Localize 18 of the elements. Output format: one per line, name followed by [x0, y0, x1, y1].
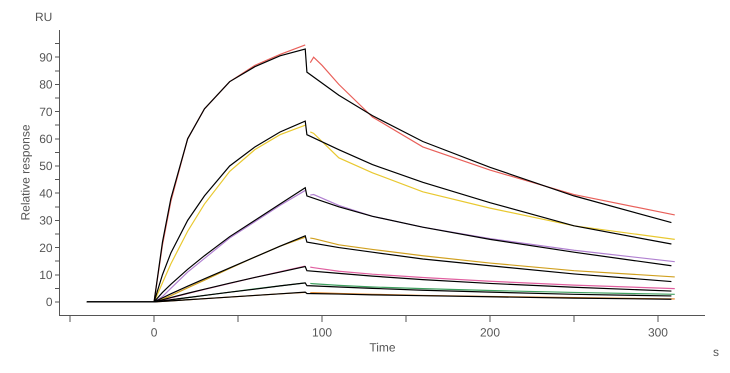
- text: RU: [35, 10, 52, 24]
- x-tick-label: 200: [480, 325, 500, 340]
- y-axis-title: Relative response: [18, 124, 33, 221]
- x-tick-label: 0: [150, 325, 158, 340]
- y-tick-label: 80: [39, 78, 53, 92]
- text: s: [713, 345, 719, 359]
- y-tick-label: 20: [39, 240, 53, 255]
- x-tick-label: 300: [648, 325, 668, 340]
- y-tick-label: 50: [39, 159, 53, 174]
- y-tick-label: 60: [39, 132, 53, 146]
- y-tick-label: 10: [39, 268, 53, 282]
- y-tick-label: 70: [39, 104, 53, 119]
- y-tick-label: 40: [39, 186, 53, 200]
- y-tick-label: 90: [39, 50, 53, 64]
- x-axis-title: Time: [369, 340, 396, 354]
- x-tick-label: 100: [312, 325, 332, 340]
- y-tick-label: 30: [39, 214, 53, 228]
- y-tick-label: 0: [46, 295, 53, 310]
